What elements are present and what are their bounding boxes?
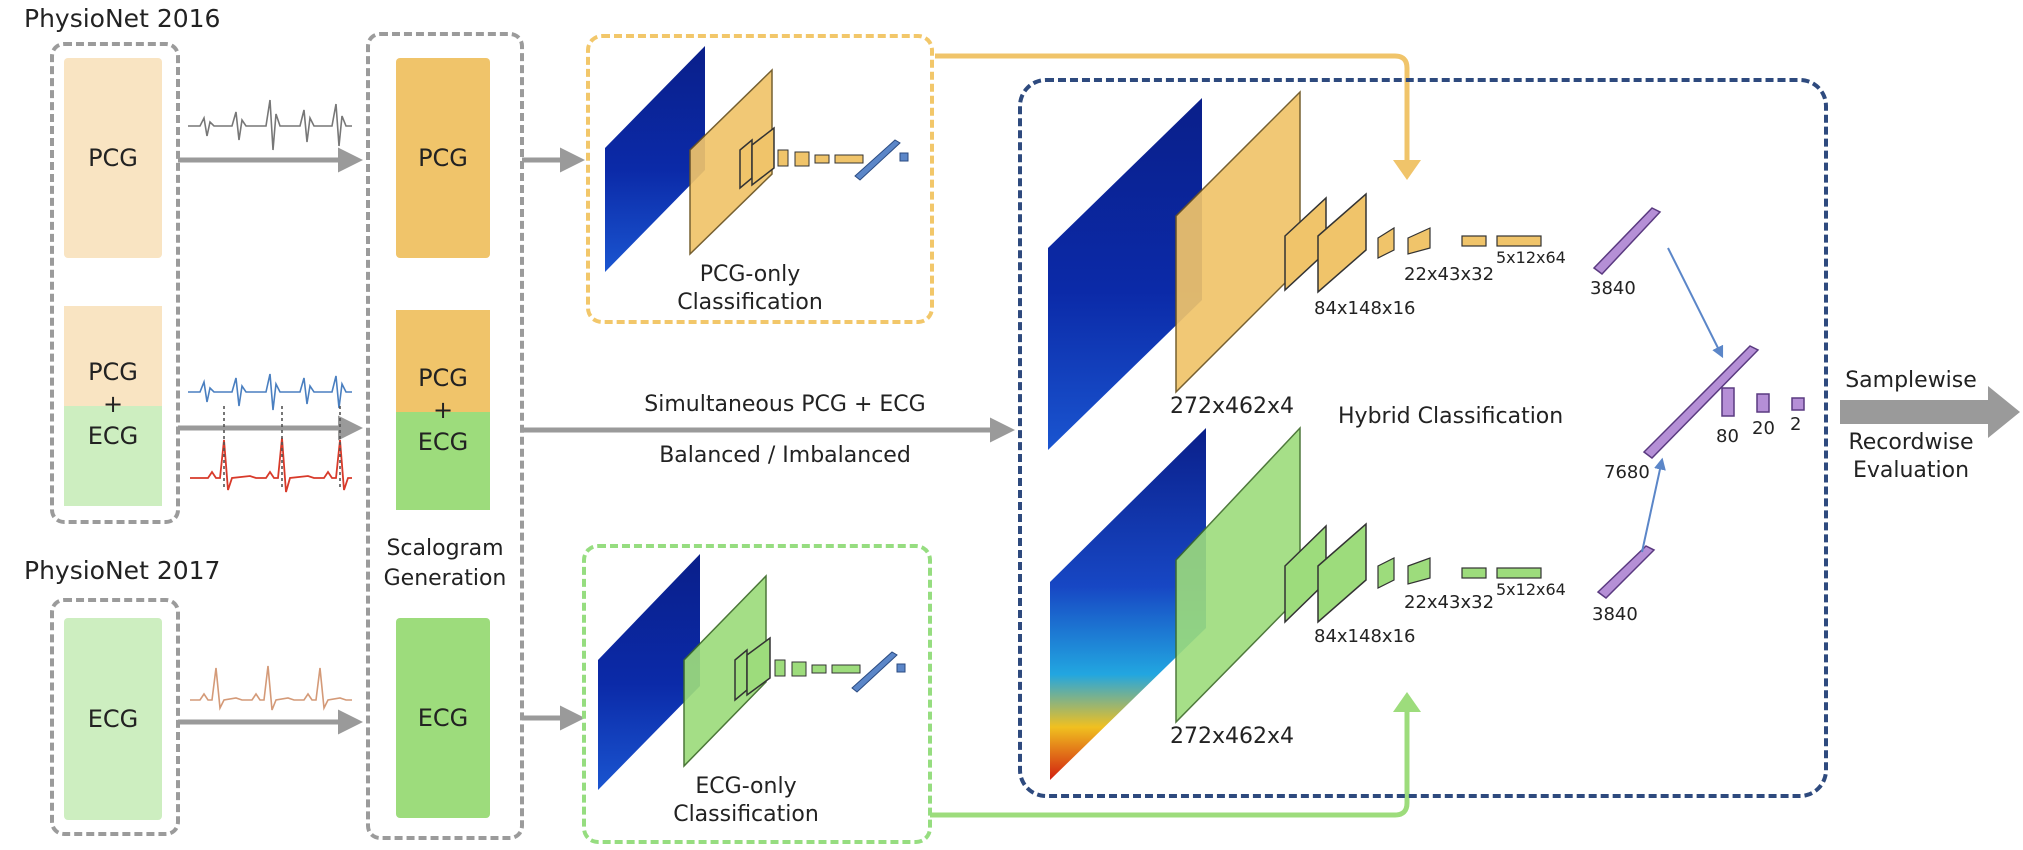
bottom-flat-label: 3840 bbox=[1592, 604, 1638, 625]
scalogram-ecg-box: ECG bbox=[396, 618, 490, 818]
hybrid-bottom-stream bbox=[1050, 426, 1542, 780]
pcg-to-hybrid-connector bbox=[935, 53, 1410, 160]
ecg-only-classification-group bbox=[582, 544, 932, 844]
fc2-dim-label: 20 bbox=[1752, 418, 1775, 439]
evaluation-label: Evaluation bbox=[1852, 458, 1970, 483]
top-conv-dim-label: 84x148x16 bbox=[1314, 298, 1416, 319]
concat-dim-label: 7680 bbox=[1604, 462, 1650, 483]
samplewise-label: Samplewise bbox=[1845, 368, 1977, 393]
ecg-connector-arrowhead bbox=[1393, 692, 1421, 712]
physionet-2016-title: PhysioNet 2016 bbox=[24, 4, 221, 33]
ecg-to-hybrid-connector bbox=[930, 712, 1410, 818]
pcg-only-network bbox=[605, 46, 909, 272]
scalogram-generation-label-1: Scalogram bbox=[386, 536, 504, 561]
physionet-2016-group bbox=[50, 42, 180, 524]
input-pcg-ecg-bottom-label: ECG bbox=[87, 422, 139, 450]
scalogram-pcg-ecg-top-label: PCG bbox=[418, 364, 468, 392]
bottom-conv-dim-label: 84x148x16 bbox=[1314, 626, 1416, 647]
input-pcg-ecg-box: PCG + ECG bbox=[64, 306, 162, 506]
input-ecg-label: ECG bbox=[87, 705, 139, 733]
hybrid-classification-title: Hybrid Classification bbox=[1338, 404, 1564, 429]
bottom-pool-dim-label: 22x43x32 bbox=[1404, 592, 1495, 613]
scalogram-generation-group bbox=[366, 32, 524, 840]
input-ecg-box: ECG bbox=[64, 618, 162, 820]
recordwise-label: Recordwise bbox=[1848, 430, 1974, 455]
hybrid-top-stream bbox=[1048, 90, 1542, 450]
ecg-only-label-2: Classification bbox=[673, 802, 819, 827]
pcg-blue-waveform bbox=[188, 373, 352, 411]
physionet-2017-group bbox=[50, 598, 180, 836]
top-input-dim-label: 272x462x4 bbox=[1170, 394, 1295, 419]
balanced-imbalanced-label: Balanced / Imbalanced bbox=[659, 443, 911, 468]
pcg-only-label-2: Classification bbox=[677, 290, 823, 315]
bottom-input-dim-label: 272x462x4 bbox=[1170, 724, 1295, 749]
fc3-dim-label: 2 bbox=[1790, 414, 1802, 435]
bottom-final-dim-label: 5x12x64 bbox=[1496, 580, 1566, 599]
ecg-grey-dashes bbox=[223, 406, 341, 490]
physionet-2017-title: PhysioNet 2017 bbox=[24, 556, 221, 585]
scalogram-pcg-box: PCG bbox=[396, 58, 490, 258]
top-flat-label: 3840 bbox=[1590, 278, 1636, 299]
ecg-only-label-1: ECG-only bbox=[695, 774, 797, 799]
scalogram-pcg-ecg-bottom-label: ECG bbox=[417, 428, 469, 456]
simultaneous-label: Simultaneous PCG + ECG bbox=[644, 392, 926, 417]
scalogram-plus-label: + bbox=[432, 396, 454, 424]
pcg-waveform bbox=[188, 99, 352, 151]
input-plus-label: + bbox=[102, 390, 124, 418]
evaluation-arrow bbox=[1840, 386, 2020, 438]
hybrid-classification-group bbox=[1018, 78, 1828, 798]
input-pcg-label: PCG bbox=[88, 144, 138, 172]
pcg-only-label-1: PCG-only bbox=[699, 262, 801, 287]
ecg-only-network bbox=[598, 554, 906, 790]
pcg-only-classification-group bbox=[586, 34, 934, 324]
top-final-dim-label: 5x12x64 bbox=[1496, 248, 1566, 267]
input-pcg-box: PCG bbox=[64, 58, 162, 258]
scalogram-ecg-label: ECG bbox=[417, 704, 469, 732]
input-pcg-ecg-top-label: PCG bbox=[88, 358, 138, 386]
scalogram-pcg-label: PCG bbox=[418, 144, 468, 172]
scalogram-generation-label-2: Generation bbox=[383, 566, 507, 591]
scalogram-pcg-ecg-box: PCG + ECG bbox=[396, 310, 490, 510]
ecg-red-waveform bbox=[190, 437, 352, 493]
hybrid-fc-layers bbox=[1592, 207, 1805, 599]
ecg-tan-waveform bbox=[190, 665, 352, 711]
top-pool-dim-label: 22x43x32 bbox=[1404, 264, 1495, 285]
pcg-connector-arrowhead bbox=[1393, 160, 1421, 180]
fc1-dim-label: 80 bbox=[1716, 426, 1739, 447]
input-arrows bbox=[178, 147, 1015, 735]
